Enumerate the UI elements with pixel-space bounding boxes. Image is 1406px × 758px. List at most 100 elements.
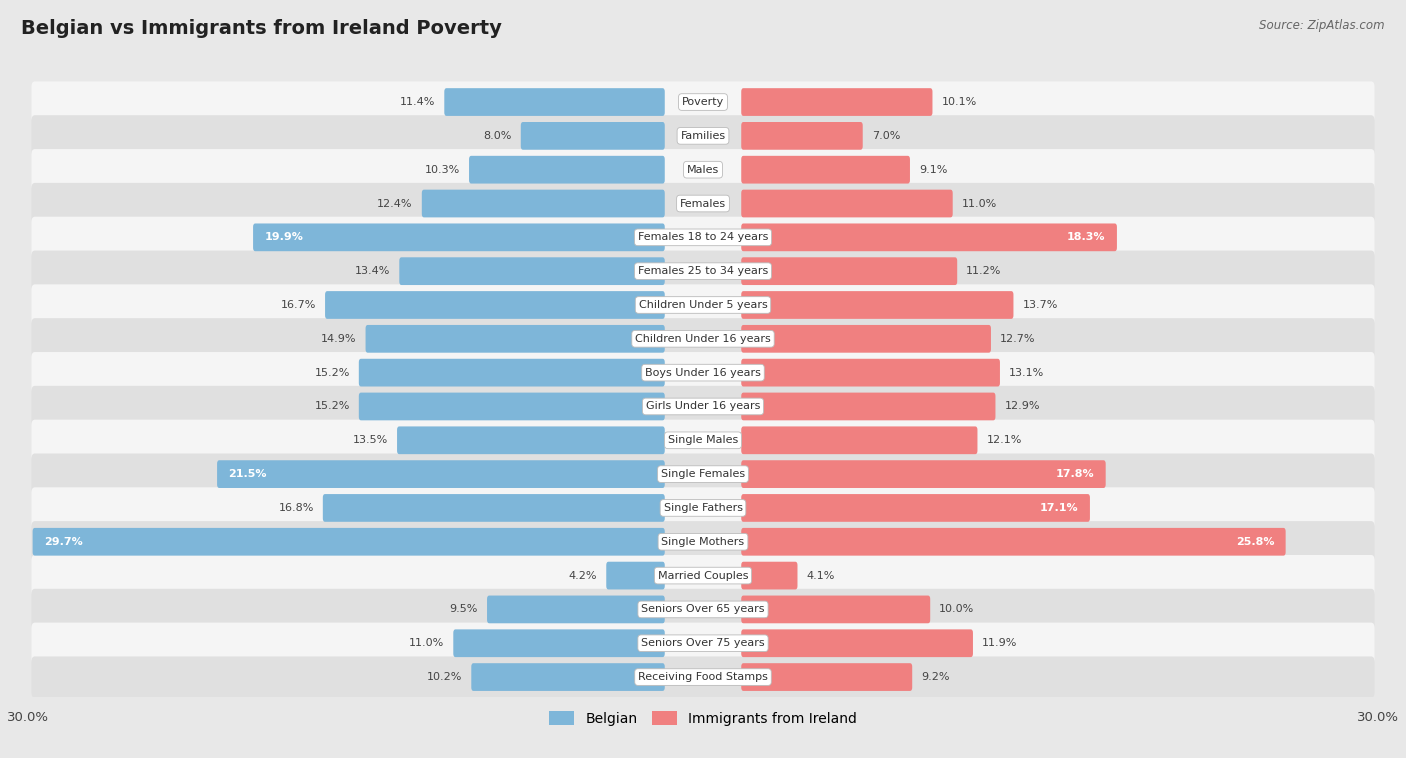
FancyBboxPatch shape: [741, 629, 973, 657]
Text: 25.8%: 25.8%: [1236, 537, 1274, 547]
FancyBboxPatch shape: [741, 224, 1116, 251]
FancyBboxPatch shape: [741, 325, 991, 352]
Text: 12.4%: 12.4%: [377, 199, 413, 208]
Text: Females 25 to 34 years: Females 25 to 34 years: [638, 266, 768, 276]
Text: Families: Families: [681, 131, 725, 141]
FancyBboxPatch shape: [741, 291, 1014, 319]
FancyBboxPatch shape: [31, 622, 1375, 664]
FancyBboxPatch shape: [741, 122, 863, 150]
Text: Poverty: Poverty: [682, 97, 724, 107]
FancyBboxPatch shape: [444, 88, 665, 116]
Text: 12.9%: 12.9%: [1004, 402, 1040, 412]
FancyBboxPatch shape: [396, 427, 665, 454]
Text: 10.0%: 10.0%: [939, 604, 974, 615]
Text: 15.2%: 15.2%: [315, 402, 350, 412]
Text: 9.5%: 9.5%: [450, 604, 478, 615]
FancyBboxPatch shape: [31, 589, 1375, 630]
Text: 13.5%: 13.5%: [353, 435, 388, 445]
FancyBboxPatch shape: [32, 528, 665, 556]
Text: Females 18 to 24 years: Females 18 to 24 years: [638, 233, 768, 243]
FancyBboxPatch shape: [31, 183, 1375, 224]
FancyBboxPatch shape: [31, 318, 1375, 359]
FancyBboxPatch shape: [31, 453, 1375, 495]
FancyBboxPatch shape: [741, 460, 1105, 488]
Text: 19.9%: 19.9%: [264, 233, 304, 243]
Text: 16.8%: 16.8%: [278, 503, 314, 513]
Text: 11.2%: 11.2%: [966, 266, 1001, 276]
Text: 29.7%: 29.7%: [44, 537, 83, 547]
FancyBboxPatch shape: [31, 522, 1375, 562]
FancyBboxPatch shape: [31, 487, 1375, 528]
FancyBboxPatch shape: [741, 427, 977, 454]
Text: Children Under 5 years: Children Under 5 years: [638, 300, 768, 310]
FancyBboxPatch shape: [741, 596, 931, 623]
FancyBboxPatch shape: [31, 386, 1375, 427]
FancyBboxPatch shape: [520, 122, 665, 150]
Text: 13.7%: 13.7%: [1022, 300, 1057, 310]
FancyBboxPatch shape: [31, 217, 1375, 258]
Text: 15.2%: 15.2%: [315, 368, 350, 377]
FancyBboxPatch shape: [741, 190, 953, 218]
Text: 13.1%: 13.1%: [1010, 368, 1045, 377]
Text: 13.4%: 13.4%: [354, 266, 391, 276]
FancyBboxPatch shape: [31, 284, 1375, 326]
Text: Seniors Over 65 years: Seniors Over 65 years: [641, 604, 765, 615]
Text: 7.0%: 7.0%: [872, 131, 900, 141]
Text: 9.1%: 9.1%: [920, 164, 948, 174]
FancyBboxPatch shape: [399, 257, 665, 285]
FancyBboxPatch shape: [31, 656, 1375, 697]
FancyBboxPatch shape: [741, 257, 957, 285]
Text: Boys Under 16 years: Boys Under 16 years: [645, 368, 761, 377]
Text: 16.7%: 16.7%: [281, 300, 316, 310]
Text: Single Males: Single Males: [668, 435, 738, 445]
Text: 11.0%: 11.0%: [409, 638, 444, 648]
Text: 11.0%: 11.0%: [962, 199, 997, 208]
FancyBboxPatch shape: [359, 393, 665, 421]
FancyBboxPatch shape: [31, 420, 1375, 461]
FancyBboxPatch shape: [741, 494, 1090, 522]
Text: 4.1%: 4.1%: [807, 571, 835, 581]
Text: 8.0%: 8.0%: [484, 131, 512, 141]
FancyBboxPatch shape: [31, 352, 1375, 393]
Text: Males: Males: [688, 164, 718, 174]
FancyBboxPatch shape: [31, 115, 1375, 156]
FancyBboxPatch shape: [325, 291, 665, 319]
Text: 12.7%: 12.7%: [1000, 334, 1035, 344]
Text: 4.2%: 4.2%: [569, 571, 598, 581]
Text: Seniors Over 75 years: Seniors Over 75 years: [641, 638, 765, 648]
Text: 17.8%: 17.8%: [1056, 469, 1094, 479]
FancyBboxPatch shape: [31, 149, 1375, 190]
FancyBboxPatch shape: [471, 663, 665, 691]
FancyBboxPatch shape: [470, 156, 665, 183]
FancyBboxPatch shape: [217, 460, 665, 488]
Text: Belgian vs Immigrants from Ireland Poverty: Belgian vs Immigrants from Ireland Pover…: [21, 19, 502, 38]
Text: Single Fathers: Single Fathers: [664, 503, 742, 513]
FancyBboxPatch shape: [741, 528, 1285, 556]
Text: 9.2%: 9.2%: [921, 672, 949, 682]
Text: Females: Females: [681, 199, 725, 208]
Text: Children Under 16 years: Children Under 16 years: [636, 334, 770, 344]
FancyBboxPatch shape: [741, 663, 912, 691]
Text: Receiving Food Stamps: Receiving Food Stamps: [638, 672, 768, 682]
FancyBboxPatch shape: [453, 629, 665, 657]
Text: 11.9%: 11.9%: [981, 638, 1018, 648]
Text: Single Mothers: Single Mothers: [661, 537, 745, 547]
Text: Girls Under 16 years: Girls Under 16 years: [645, 402, 761, 412]
Legend: Belgian, Immigrants from Ireland: Belgian, Immigrants from Ireland: [544, 706, 862, 731]
FancyBboxPatch shape: [486, 596, 665, 623]
FancyBboxPatch shape: [741, 88, 932, 116]
Text: 21.5%: 21.5%: [228, 469, 267, 479]
FancyBboxPatch shape: [741, 156, 910, 183]
Text: 10.2%: 10.2%: [427, 672, 463, 682]
FancyBboxPatch shape: [31, 81, 1375, 123]
Text: 12.1%: 12.1%: [987, 435, 1022, 445]
FancyBboxPatch shape: [741, 562, 797, 590]
FancyBboxPatch shape: [359, 359, 665, 387]
Text: Single Females: Single Females: [661, 469, 745, 479]
Text: 17.1%: 17.1%: [1040, 503, 1078, 513]
FancyBboxPatch shape: [31, 251, 1375, 292]
FancyBboxPatch shape: [253, 224, 665, 251]
FancyBboxPatch shape: [31, 555, 1375, 597]
FancyBboxPatch shape: [741, 393, 995, 421]
Text: Married Couples: Married Couples: [658, 571, 748, 581]
